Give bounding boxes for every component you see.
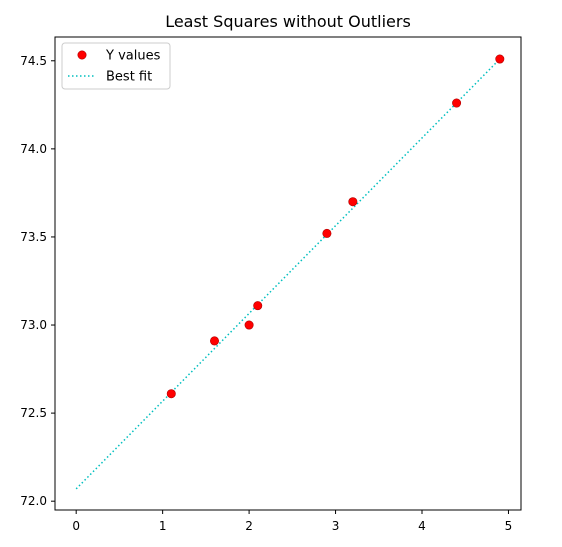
axes-frame [54,36,522,511]
legend-box [61,42,171,90]
y-tick-label: 74.0 [20,142,47,156]
data-point [253,301,263,311]
y-tick-label: 73.0 [20,318,47,332]
legend-marker-y-values [77,50,87,60]
data-point [166,389,176,399]
axes-background [55,37,521,510]
y-tick-label: 73.5 [20,230,47,244]
data-point [452,98,462,108]
y-axis-ticks: 72.0 72.5 73.0 73.5 74.0 74.5 [20,54,55,508]
x-tick-label: 2 [245,519,253,533]
x-axis-ticks: 0 1 2 3 4 5 [72,510,512,533]
data-point [244,320,254,330]
plot-area [55,37,521,510]
data-point [322,228,332,238]
x-tick-label: 1 [159,519,167,533]
best-fit-line [75,58,501,490]
x-tick-label: 0 [72,519,80,533]
legend-label: Best fit [106,70,152,85]
data-point [495,54,505,64]
chart-title: Least Squares without Outliers [165,12,411,31]
y-tick-label: 72.0 [20,494,47,508]
legend: Y values Best fit [61,42,171,90]
series-layer [75,54,505,490]
y-tick-label: 72.5 [20,406,47,420]
data-point [348,197,358,207]
x-tick-label: 4 [418,519,426,533]
y-tick-label: 74.5 [20,54,47,68]
x-tick-label: 5 [505,519,513,533]
axes-border [54,36,522,511]
x-tick-label: 3 [332,519,340,533]
legend-label: Y values [105,49,161,64]
data-point [210,336,220,346]
